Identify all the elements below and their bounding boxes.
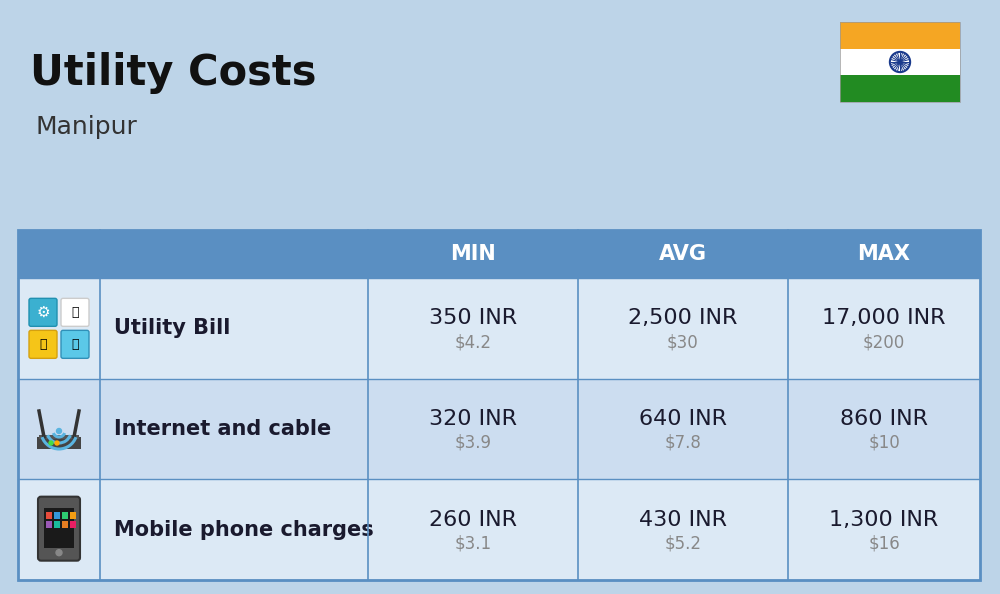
FancyBboxPatch shape	[29, 330, 57, 358]
Bar	[840, 22, 960, 102]
Text: 350 INR: 350 INR	[429, 308, 517, 328]
Circle shape	[55, 441, 59, 445]
Text: 860 INR: 860 INR	[840, 409, 928, 429]
Bar	[62, 511, 68, 519]
Text: Utility Costs: Utility Costs	[30, 52, 316, 94]
Bar	[44, 508, 74, 548]
Circle shape	[49, 441, 53, 445]
Text: $200: $200	[863, 333, 905, 351]
Bar	[54, 511, 60, 519]
Bar	[37, 437, 81, 449]
Text: 430 INR: 430 INR	[639, 510, 727, 530]
Bar	[18, 230, 980, 580]
Text: 260 INR: 260 INR	[429, 510, 517, 530]
Text: 👤: 👤	[71, 306, 79, 319]
Text: $3.1: $3.1	[454, 535, 492, 552]
Bar	[54, 521, 60, 527]
Text: Internet and cable: Internet and cable	[114, 419, 331, 439]
Circle shape	[899, 61, 901, 63]
Bar	[46, 511, 52, 519]
Bar	[46, 521, 52, 527]
Text: 1,300 INR: 1,300 INR	[829, 510, 939, 530]
Bar	[840, 22, 960, 49]
Text: $10: $10	[868, 434, 900, 452]
FancyBboxPatch shape	[29, 298, 57, 326]
Text: $4.2: $4.2	[454, 333, 492, 351]
Text: 🚿: 🚿	[71, 338, 79, 351]
Text: 2,500 INR: 2,500 INR	[628, 308, 738, 328]
Text: Manipur: Manipur	[36, 115, 138, 139]
Text: 640 INR: 640 INR	[639, 409, 727, 429]
FancyBboxPatch shape	[38, 497, 80, 561]
Text: $30: $30	[667, 333, 699, 351]
Circle shape	[56, 549, 62, 555]
Bar	[840, 75, 960, 102]
Text: MAX: MAX	[858, 244, 910, 264]
Text: $3.9: $3.9	[454, 434, 492, 452]
Bar	[18, 230, 980, 278]
Text: 🔌: 🔌	[39, 338, 47, 351]
Text: $16: $16	[868, 535, 900, 552]
Bar	[70, 511, 76, 519]
Text: 17,000 INR: 17,000 INR	[822, 308, 946, 328]
Text: $5.2: $5.2	[664, 535, 702, 552]
Text: $7.8: $7.8	[665, 434, 701, 452]
Text: 320 INR: 320 INR	[429, 409, 517, 429]
FancyBboxPatch shape	[61, 330, 89, 358]
Bar	[39, 435, 79, 439]
Text: Mobile phone charges: Mobile phone charges	[114, 520, 374, 540]
Bar	[18, 479, 980, 580]
Text: ⚙: ⚙	[36, 305, 50, 320]
Bar	[18, 378, 980, 479]
Text: MIN: MIN	[450, 244, 496, 264]
Bar	[62, 521, 68, 527]
Text: Utility Bill: Utility Bill	[114, 318, 230, 339]
FancyBboxPatch shape	[61, 298, 89, 326]
Circle shape	[56, 428, 62, 434]
Text: AVG: AVG	[659, 244, 707, 264]
Bar	[70, 521, 76, 527]
Bar	[18, 278, 980, 378]
Bar	[840, 49, 960, 75]
